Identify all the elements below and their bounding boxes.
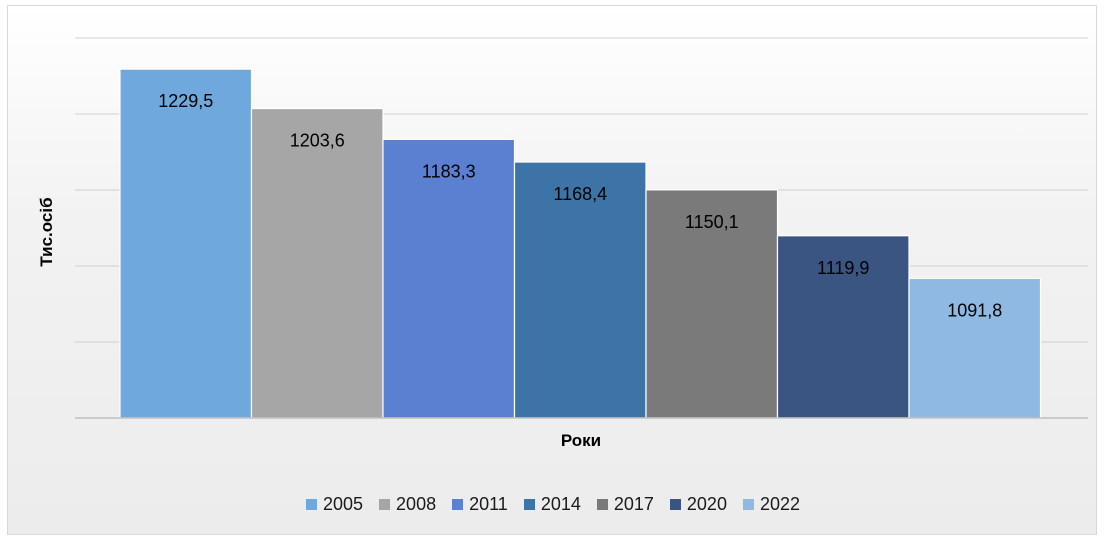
legend-item-2017: 2017 <box>596 494 654 515</box>
legend: 2005 2008 2011 2014 2017 2020 2022 <box>0 494 1106 515</box>
legend-item-2020: 2020 <box>669 494 727 515</box>
data-label-2017: 1150,1 <box>685 212 739 232</box>
legend-swatch <box>379 499 391 510</box>
legend-item-2014: 2014 <box>523 494 581 515</box>
legend-label: 2008 <box>396 494 437 514</box>
bar-2022 <box>908 277 1042 419</box>
data-label-2014: 1168,4 <box>553 184 607 204</box>
bar-2011 <box>382 138 516 419</box>
bar-2005 <box>119 68 253 419</box>
bar-2014 <box>513 161 647 419</box>
legend-label: 2020 <box>686 494 727 514</box>
bar-2008 <box>250 107 384 419</box>
bars <box>119 68 1042 419</box>
legend-swatch <box>452 499 464 510</box>
legend-swatch <box>742 499 754 510</box>
data-label-2022: 1091,8 <box>947 300 1002 320</box>
legend-item-2011: 2011 <box>452 494 508 515</box>
legend-item-2005: 2005 <box>306 494 363 515</box>
legend-label: 2011 <box>469 494 508 514</box>
legend-label: 2022 <box>759 494 800 514</box>
legend-swatch <box>306 499 317 510</box>
y-axis-title: Тис.осіб <box>37 197 56 266</box>
legend-label: 2005 <box>323 494 364 514</box>
bar-2017 <box>645 189 779 419</box>
data-label-2008: 1203,6 <box>290 131 345 151</box>
legend-swatch <box>669 499 681 510</box>
bar-2020 <box>776 235 910 419</box>
legend-swatch <box>596 499 608 510</box>
data-label-2020: 1119,9 <box>817 258 869 278</box>
legend-label: 2014 <box>540 494 581 514</box>
legend-item-2022: 2022 <box>742 494 800 515</box>
legend-label: 2017 <box>613 494 654 514</box>
data-label-2005: 1229,5 <box>158 91 213 111</box>
data-labels: 1229,5 1203,6 1183,3 1168,4 1150,1 1119,9 1091… <box>158 91 1002 320</box>
legend-item-2008: 2008 <box>379 494 436 515</box>
data-label-2011: 1183,3 <box>422 161 476 181</box>
x-axis-title: Роки <box>561 431 601 450</box>
legend-swatch <box>523 499 535 510</box>
